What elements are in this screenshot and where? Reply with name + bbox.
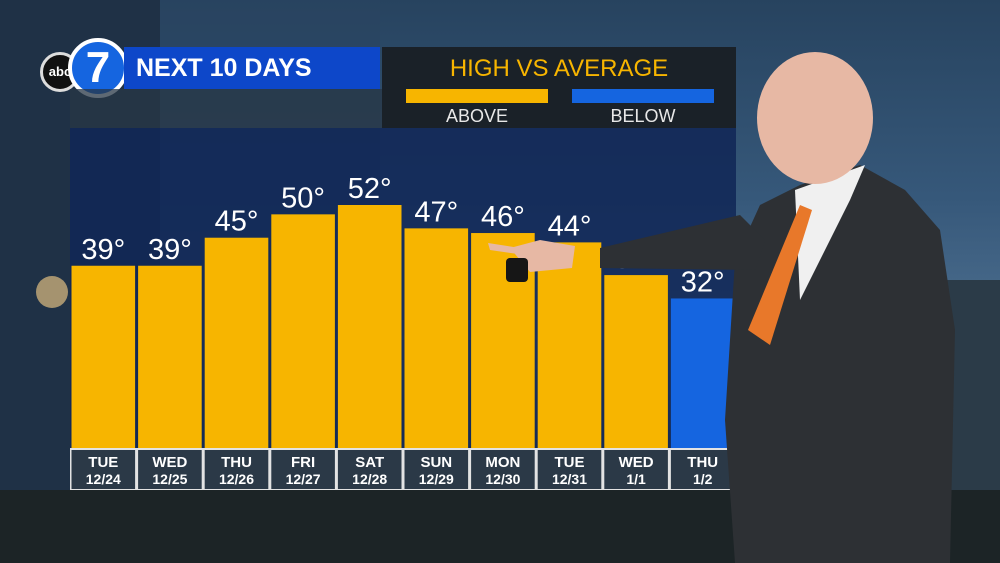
day-label: TUE xyxy=(555,454,585,471)
day-label: WED xyxy=(619,454,654,471)
bar-value-label: 44° xyxy=(548,210,592,242)
bar-value-label: 32° xyxy=(681,266,725,298)
day-label: WED xyxy=(152,454,187,471)
day-label: THU xyxy=(687,454,718,471)
day-label: FRI xyxy=(291,454,315,471)
street-light xyxy=(36,276,68,308)
date-label: 12/31 xyxy=(552,471,587,487)
date-cell xyxy=(537,450,602,489)
bar-3 xyxy=(271,214,335,448)
bar-value-label: 47° xyxy=(414,196,458,228)
date-cell xyxy=(204,450,269,489)
bar-value-label: 46° xyxy=(481,201,525,233)
above-swatch xyxy=(406,89,548,103)
date-label: 1/2 xyxy=(693,471,713,487)
page-title: NEXT 10 DAYS xyxy=(124,47,380,89)
day-label: MON xyxy=(485,454,520,471)
date-cell xyxy=(337,450,402,489)
day-label: SAT xyxy=(355,454,384,471)
bar-value-label: 45° xyxy=(215,206,259,238)
bar-7 xyxy=(537,242,602,448)
station-logo: abc 7 xyxy=(38,38,130,100)
date-label: 12/25 xyxy=(152,471,187,487)
date-cell xyxy=(471,450,535,489)
date-cell xyxy=(670,450,735,489)
bar-value-label: 50° xyxy=(281,182,325,214)
bar-value-label: 52° xyxy=(348,173,392,205)
date-label: 1/1 xyxy=(626,471,646,487)
date-cell xyxy=(71,450,136,489)
date-cell xyxy=(271,450,335,489)
bar-8 xyxy=(604,275,668,448)
date-label: 12/30 xyxy=(485,471,520,487)
legend: HIGH VS AVERAGE ABOVE BELOW xyxy=(382,47,736,128)
above-label: ABOVE xyxy=(445,106,509,126)
day-label: THU xyxy=(221,454,252,471)
bar-4 xyxy=(337,205,402,448)
date-cell xyxy=(138,450,202,489)
bar-9 xyxy=(670,298,735,448)
bar-5 xyxy=(404,228,469,448)
below-label: BELOW xyxy=(610,106,676,126)
bar-value-label: 39° xyxy=(81,234,125,266)
date-label: 12/28 xyxy=(352,471,387,487)
header-strip xyxy=(70,89,382,128)
date-label: 12/29 xyxy=(419,471,454,487)
day-label: TUE xyxy=(88,454,118,471)
legend-title: HIGH VS AVERAGE xyxy=(449,55,669,82)
bar-2 xyxy=(204,237,269,448)
bar-value-label: 37° xyxy=(614,243,658,275)
date-label: 12/26 xyxy=(219,471,254,487)
bar-0 xyxy=(71,265,136,448)
date-cell xyxy=(604,450,668,489)
bar-6 xyxy=(471,233,535,448)
date-label: 12/24 xyxy=(86,471,121,487)
date-label: 12/27 xyxy=(286,471,321,487)
bar-value-label: 39° xyxy=(148,234,192,266)
below-swatch xyxy=(572,89,714,103)
bar-1 xyxy=(138,265,202,448)
date-cell xyxy=(404,450,469,489)
day-label: SUN xyxy=(420,454,452,471)
